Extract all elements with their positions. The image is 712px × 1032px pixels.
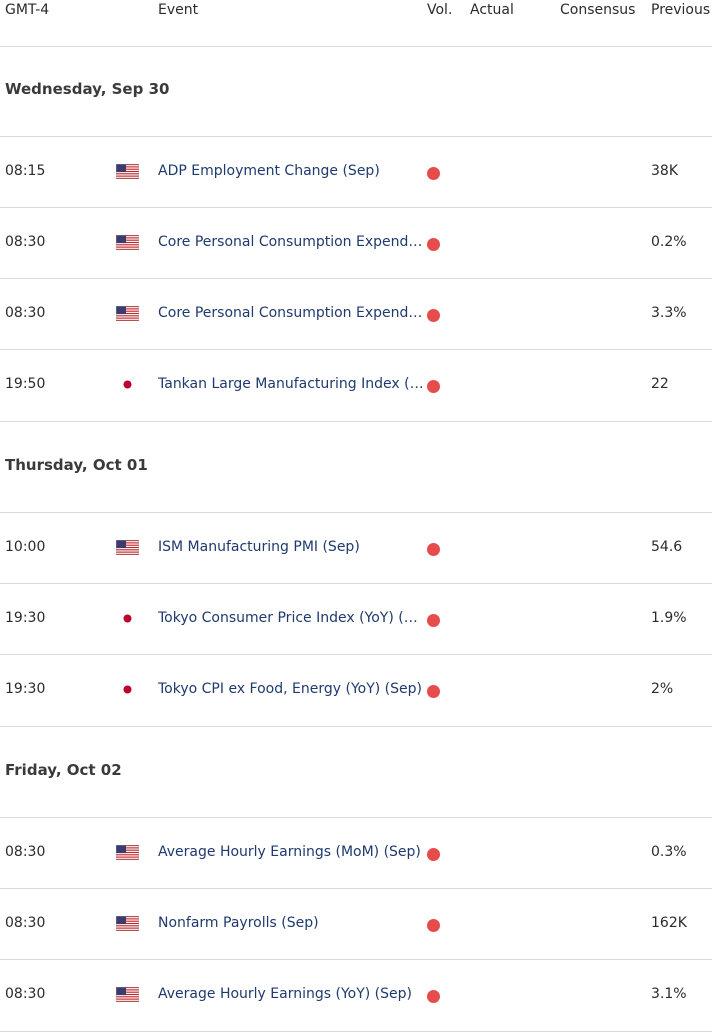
high-volatility-dot-icon [427,685,440,698]
us-flag-icon [116,540,139,555]
event-row[interactable]: 10:00 ISM Manufacturing PMI (Sep) 54.6 [0,513,712,584]
event-name-link[interactable]: Tokyo CPI ex Food, Energy (YoY) (Sep) [158,681,422,697]
day-label: Wednesday, Sep 30 [5,80,170,98]
us-flag-icon [116,916,139,931]
calendar-header: GMT-4 Event Vol. Actual Consensus Previo… [0,0,712,47]
day-label: Thursday, Oct 01 [5,456,148,474]
event-time: 08:30 [5,844,46,860]
previous-value: 2% [651,681,674,697]
day-section-header: Friday, Oct 02 [0,727,712,818]
high-volatility-dot-icon [427,543,440,556]
high-volatility-dot-icon [427,990,440,1003]
previous-value: 38K [651,163,678,179]
jp-flag-icon [116,377,139,392]
high-volatility-dot-icon [427,167,440,180]
us-flag-icon [116,845,139,860]
previous-value: 1.9% [651,610,687,626]
volatility-column-header: Vol. [427,2,453,18]
us-flag-icon [116,235,139,250]
us-flag-icon [116,540,139,555]
previous-value: 162K [651,915,687,931]
event-time: 08:30 [5,305,46,321]
us-flag-icon [116,164,139,179]
us-flag-icon [116,916,139,931]
event-row[interactable]: 19:30 Tokyo Consumer Price Index (YoY) (S… [0,584,712,655]
actual-column-header: Actual [470,2,514,18]
high-volatility-dot-icon [427,614,440,627]
previous-column-header: Previous [651,2,711,18]
event-row[interactable]: 08:15 ADP Employment Change (Sep) 38K [0,137,712,208]
event-name-link[interactable]: Core Personal Consumption Expendit… [158,234,426,250]
event-time: 08:15 [5,163,46,179]
calendar-rows: Wednesday, Sep 30 08:15 ADP Employment Cha… [0,46,712,1032]
high-volatility-dot-icon [427,309,440,322]
previous-value: 54.6 [651,539,683,555]
us-flag-icon [116,306,139,321]
event-row[interactable]: 19:30 Tokyo CPI ex Food, Energy (YoY) (Se… [0,655,712,727]
us-flag-icon [116,845,139,860]
previous-value: 22 [651,376,669,392]
day-section-header: Thursday, Oct 01 [0,422,712,513]
previous-value: 0.3% [651,844,687,860]
event-name-link[interactable]: ADP Employment Change (Sep) [158,163,380,179]
jp-flag-icon [116,377,139,392]
event-name-link[interactable]: Average Hourly Earnings (MoM) (Sep) [158,844,421,860]
timezone-header[interactable]: GMT-4 [5,2,50,18]
event-name-link[interactable]: Tokyo Consumer Price Index (YoY) (S… [158,610,426,626]
us-flag-icon [116,987,139,1002]
event-time: 08:30 [5,234,46,250]
event-time: 19:30 [5,681,46,697]
event-row[interactable]: 08:30 Core Personal Consumption Expendit…… [0,208,712,279]
event-name-link[interactable]: Average Hourly Earnings (YoY) (Sep) [158,986,412,1002]
day-label: Friday, Oct 02 [5,761,122,779]
event-row[interactable]: 08:30 Core Personal Consumption Expendit…… [0,279,712,350]
jp-flag-icon [116,682,139,697]
us-flag-icon [116,235,139,250]
event-row[interactable]: 08:30 Average Hourly Earnings (MoM) (Sep)… [0,818,712,889]
previous-value: 0.2% [651,234,687,250]
jp-flag-icon [116,611,139,626]
high-volatility-dot-icon [427,848,440,861]
event-time: 10:00 [5,539,46,555]
high-volatility-dot-icon [427,238,440,251]
previous-value: 3.1% [651,986,687,1002]
jp-flag-icon [116,611,139,626]
event-name-link[interactable]: ISM Manufacturing PMI (Sep) [158,539,360,555]
high-volatility-dot-icon [427,380,440,393]
high-volatility-dot-icon [427,919,440,932]
event-row[interactable]: 19:50 Tankan Large Manufacturing Index (…… [0,350,712,422]
event-name-link[interactable]: Nonfarm Payrolls (Sep) [158,915,319,931]
event-name-link[interactable]: Core Personal Consumption Expendit… [158,305,426,321]
event-row[interactable]: 08:30 Nonfarm Payrolls (Sep) 162K [0,889,712,960]
previous-value: 3.3% [651,305,687,321]
event-time: 08:30 [5,986,46,1002]
event-row[interactable]: 08:30 Average Hourly Earnings (YoY) (Sep)… [0,960,712,1032]
event-time: 19:30 [5,610,46,626]
event-time: 19:50 [5,376,46,392]
day-section-header: Wednesday, Sep 30 [0,46,712,137]
us-flag-icon [116,164,139,179]
consensus-column-header: Consensus [560,2,636,18]
us-flag-icon [116,987,139,1002]
us-flag-icon [116,306,139,321]
jp-flag-icon [116,682,139,697]
event-time: 08:30 [5,915,46,931]
event-column-header: Event [158,2,199,18]
event-name-link[interactable]: Tankan Large Manufacturing Index (… [158,376,424,392]
